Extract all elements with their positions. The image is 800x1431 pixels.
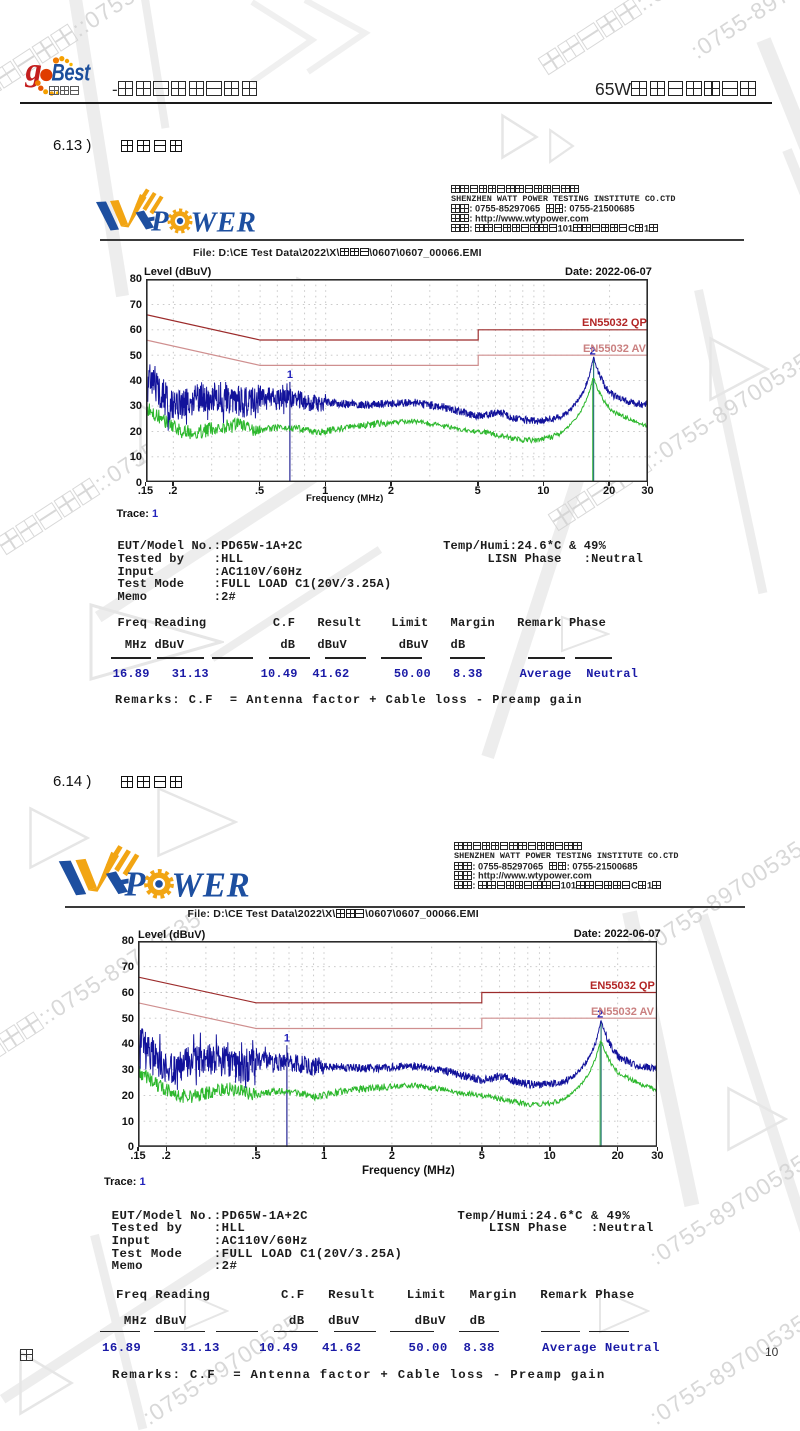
svg-text:WER: WER — [191, 207, 257, 239]
svg-text:P: P — [150, 206, 169, 238]
svg-text:WER: WER — [172, 866, 251, 904]
svg-text:P: P — [123, 865, 146, 903]
svg-text:2: 2 — [589, 345, 595, 357]
svg-text:2: 2 — [597, 1008, 603, 1020]
svg-text:Best: Best — [52, 61, 92, 87]
svg-text:g: g — [25, 54, 43, 89]
svg-text:1: 1 — [286, 369, 292, 381]
svg-text:1: 1 — [284, 1032, 290, 1044]
